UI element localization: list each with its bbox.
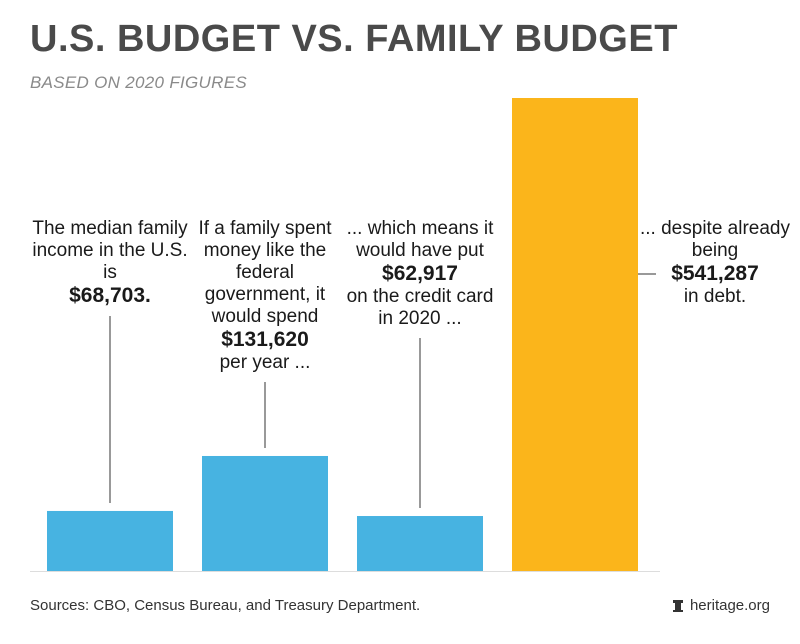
annotation-credit-card: ... which means it would have put $62,91… bbox=[340, 218, 500, 330]
annotation-median-income: The median family income in the U.S. is … bbox=[30, 218, 190, 308]
heritage-logo-icon bbox=[672, 599, 683, 612]
annotation-text: ... despite already being bbox=[640, 218, 790, 261]
chart-subtitle: BASED ON 2020 FIGURES bbox=[30, 73, 247, 92]
annotation-amount: $541,287 bbox=[671, 262, 759, 285]
annotation-amount: $131,620 bbox=[221, 328, 309, 351]
bar-0 bbox=[47, 510, 173, 571]
bar-1 bbox=[202, 455, 328, 571]
annotation-amount: $68,703. bbox=[69, 284, 151, 307]
annotation-family-spending: If a family spent money like the federal… bbox=[185, 218, 345, 374]
brand: heritage.org bbox=[672, 597, 770, 614]
annotation-text: ... which means it would have put bbox=[346, 218, 494, 261]
annotation-debt: ... despite already being $541,287 in de… bbox=[640, 218, 790, 308]
bar-2 bbox=[357, 516, 483, 571]
annotation-text-after: per year ... bbox=[219, 352, 311, 373]
annotation-text: If a family spent money like the federal… bbox=[198, 218, 332, 327]
annotation-text-after: on the credit card in 2020 ... bbox=[346, 286, 494, 329]
annotation-text: The median family income in the U.S. is bbox=[32, 218, 188, 283]
annotation-text-after: in debt. bbox=[683, 286, 747, 307]
bar-3 bbox=[512, 98, 638, 571]
annotation-amount: $62,917 bbox=[382, 262, 458, 285]
source-note: Sources: CBO, Census Bureau, and Treasur… bbox=[30, 597, 421, 614]
chart-title: U.S. BUDGET VS. FAMILY BUDGET bbox=[30, 18, 678, 60]
brand-link[interactable]: heritage.org bbox=[689, 597, 770, 614]
